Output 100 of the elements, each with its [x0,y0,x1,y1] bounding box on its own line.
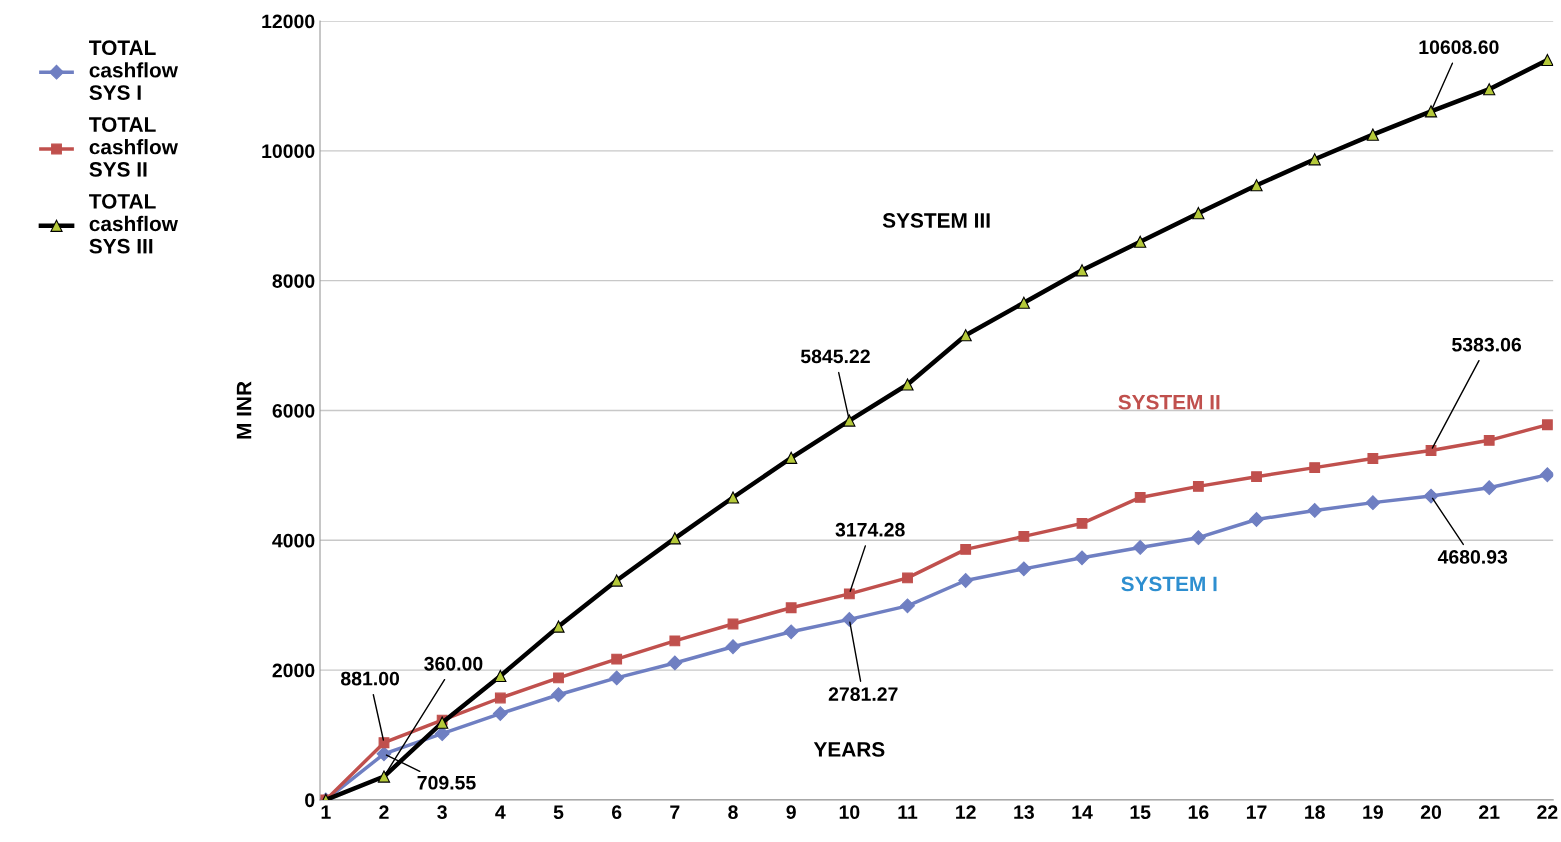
point [378,737,390,749]
point [1365,495,1381,511]
point [1307,502,1323,518]
x-tick-label: 20 [1420,805,1442,820]
y-tick-label: 10000 [262,144,315,159]
annotation: SYSTEM II [1118,394,1220,410]
point [783,624,799,640]
x-tick-label: 21 [1479,805,1500,819]
annotation: 5845.22 [800,349,870,364]
x-tick-label: 22 [1537,805,1558,819]
x-tick-label: 11 [898,805,918,819]
x-tick-label: 9 [786,805,796,820]
point [376,746,392,762]
x-tick-label: 17 [1246,805,1267,819]
point [494,669,507,683]
point [1309,462,1321,474]
point [1134,235,1147,248]
point [611,653,623,665]
x-tick-label: 6 [611,805,622,820]
point [668,532,681,545]
y-tick-label: 6000 [272,403,315,418]
y-axis-title: M INR [236,381,252,439]
point [1075,264,1089,277]
point [1076,517,1088,529]
point [1423,488,1439,504]
x-tick-label: 15 [1130,805,1151,820]
annotation: 5383.06 [1452,337,1522,352]
legend-label: TOTAL cashflow SYS I [89,40,178,100]
annotation: 2781.27 [828,687,898,701]
point [1481,480,1497,496]
annotation: SYSTEM I [1121,576,1217,592]
point [785,602,797,614]
point [843,588,855,600]
x-tick-label: 10 [839,805,860,820]
x-tick-label: 14 [1072,805,1093,819]
annotation: 881.00 [340,671,400,686]
point [902,572,913,584]
x-tick-label: 3 [437,805,447,820]
point [551,687,566,703]
point [669,635,681,647]
point [901,378,914,391]
point [960,543,972,555]
point [1016,561,1032,577]
point [1366,128,1379,141]
y-tick-label: 0 [305,793,315,808]
y-tick-label: 12000 [262,14,315,29]
x-tick-label: 12 [956,805,976,819]
point [434,726,450,742]
x-tick-label: 5 [553,805,564,820]
point [553,672,564,684]
point [843,414,856,427]
point [785,451,798,464]
point [1018,530,1030,542]
legend-label: TOTAL cashflow SYS III [89,193,178,254]
point [1249,512,1264,527]
y-tick-label: 4000 [272,533,315,548]
x-tick-label: 2 [379,805,389,819]
x-tick-label: 7 [670,805,680,819]
point [1425,445,1437,456]
point [1483,434,1495,446]
annotation: 3174.28 [835,522,905,537]
point [1192,207,1205,220]
point [900,598,915,614]
point [1539,467,1554,483]
x-axis-title: YEARS [813,742,885,757]
x-tick-label: 8 [728,805,738,820]
point [1192,480,1204,492]
x-tick-label: 4 [495,805,506,819]
point [667,655,683,671]
x-tick-label: 19 [1363,805,1383,820]
x-tick-label: 18 [1305,805,1325,820]
point [1308,153,1321,166]
annotation: 10608.60 [1419,40,1499,55]
point [1134,492,1146,503]
annotation: 4680.93 [1437,550,1508,564]
point [1367,453,1379,464]
point [1541,53,1554,67]
point [1541,419,1553,431]
y-tick-label: 8000 [272,274,315,288]
y-tick-label: 2000 [272,663,315,678]
annotation: 360.00 [424,656,483,671]
point [494,692,506,704]
point [609,670,625,686]
point [1017,296,1030,309]
point [492,706,508,722]
point [1190,530,1206,546]
point [726,491,740,504]
point [1251,471,1262,483]
point [552,620,565,633]
x-tick-label: 13 [1014,805,1034,820]
point [1074,550,1090,566]
legend-label: TOTAL cashflow SYS II [89,117,178,177]
point [377,770,391,783]
point [958,573,974,588]
annotation: 709.55 [417,775,476,790]
point [610,574,623,587]
point [1250,179,1263,192]
annotation: SYSTEM III [882,213,990,228]
point [725,639,741,655]
x-tick-label: 1 [321,805,331,819]
